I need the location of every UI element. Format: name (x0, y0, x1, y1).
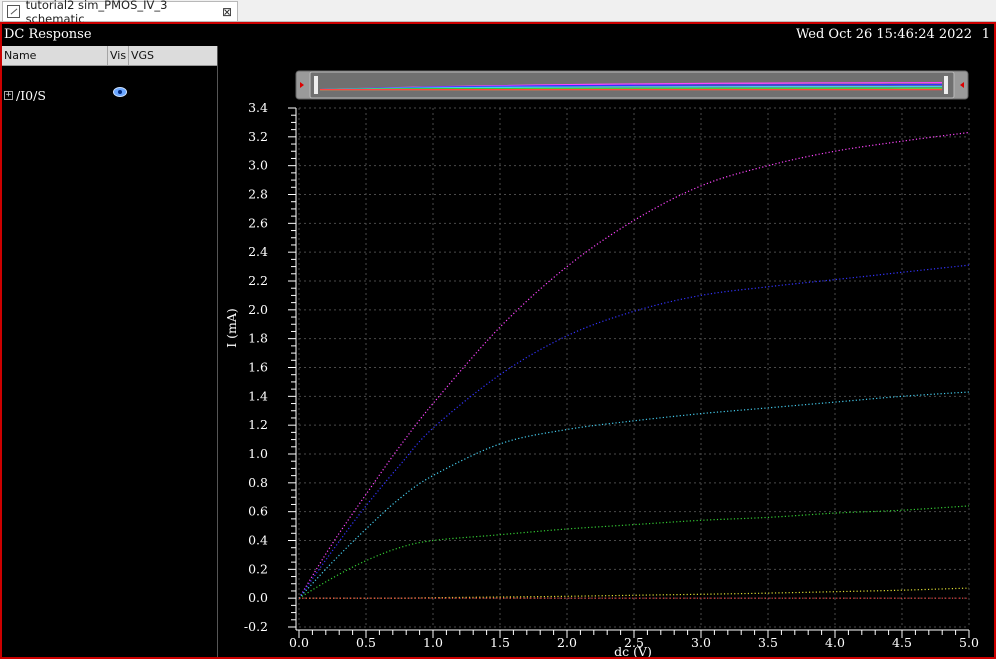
y-axis-label: I (mA) (224, 308, 239, 348)
x-tick-label: 3.5 (758, 635, 778, 650)
series-line-4[interactable] (298, 505, 970, 599)
x-tick-label: 1.5 (490, 635, 510, 650)
y-tick-label: 0.8 (248, 475, 268, 490)
eye-icon[interactable] (113, 87, 127, 97)
x-tick-label: 1.0 (423, 635, 443, 650)
y-tick-label: 2.4 (248, 244, 268, 259)
x-axis-label: dc (V) (614, 644, 652, 657)
x-tick-label: 2.0 (557, 635, 577, 650)
timestamp: Wed Oct 26 15:46:24 2022 (795, 27, 972, 42)
x-tick-label: 2.5 (624, 635, 644, 650)
y-tick-label: 0.4 (248, 533, 268, 548)
column-name[interactable]: Name (2, 46, 108, 65)
zoom-scrollbar[interactable] (295, 70, 969, 100)
y-tick-label: 0.6 (248, 504, 268, 519)
y-tick-label: 0.0 (248, 590, 268, 605)
y-tick-label: 3.2 (248, 129, 268, 144)
signal-panel-header: Name Vis VGS (2, 46, 217, 66)
y-tick-label: 2.6 (248, 215, 268, 230)
close-tab-icon[interactable]: ⊠ (221, 4, 232, 19)
scroll-right-arrow-icon[interactable] (960, 82, 964, 88)
y-tick-label: 3.4 (248, 100, 268, 115)
tab-bar: tutorial2 sim_PMOS_IV_3 schematic ⊠ (0, 0, 996, 26)
y-tick-label: 1.6 (248, 360, 268, 375)
expand-icon[interactable]: + (4, 89, 13, 100)
y-tick-label: 1.8 (248, 331, 268, 346)
y-tick-label: 3.0 (248, 158, 268, 173)
x-tick-label: 3.0 (691, 635, 711, 650)
y-tick-label: 2.2 (248, 273, 268, 288)
x-tick-label: 4.5 (892, 635, 912, 650)
series-line-3[interactable] (298, 391, 970, 599)
y-tick-label: 1.0 (248, 446, 268, 461)
signal-row[interactable]: + /I0/S (4, 87, 204, 103)
x-tick-label: 4.0 (825, 635, 845, 650)
grid (298, 107, 970, 628)
plot-area[interactable]: 0.0 0.5 1.0 1.5 2.0 2.5 3.0 3.5 4.0 4.5 5.0 -0.2 0.0… (220, 46, 994, 657)
series-line-1[interactable] (298, 131, 970, 599)
y-tick-label: 0.2 (248, 561, 268, 576)
schematic-doc-icon (7, 5, 20, 18)
y-tick-label: 1.4 (248, 388, 268, 403)
y-tick-label: 2.8 (248, 187, 268, 202)
y-tick-label: 1.2 (248, 417, 268, 432)
axes: 0.0 0.5 1.0 1.5 2.0 2.5 3.0 3.5 4.0 4.5 5.0 -0.2 0.0… (244, 100, 979, 650)
x-tick-label: 5.0 (959, 635, 979, 650)
window-index: 1 (981, 27, 990, 42)
y-tick-label: 2.0 (248, 302, 268, 317)
column-vis[interactable]: Vis (108, 46, 129, 65)
series-group (298, 131, 970, 599)
tab-schematic[interactable]: tutorial2 sim_PMOS_IV_3 schematic ⊠ (2, 0, 238, 26)
y-tick-label: -0.2 (244, 619, 268, 634)
x-tick-label: 0.5 (356, 635, 376, 650)
signal-panel: Name Vis VGS + /I0/S (2, 46, 218, 657)
waveform-window: DC Response Wed Oct 26 15:46:24 2022 1 N… (0, 22, 996, 659)
overview-thumbnail (319, 82, 943, 91)
scroll-left-arrow-icon[interactable] (300, 82, 304, 88)
window-titlebar: DC Response Wed Oct 26 15:46:24 2022 1 (2, 24, 994, 46)
signal-name: /I0/S (16, 87, 46, 103)
window-title: DC Response (4, 27, 92, 42)
column-vgs[interactable]: VGS (131, 49, 155, 62)
x-tick-label: 0.0 (289, 635, 309, 650)
